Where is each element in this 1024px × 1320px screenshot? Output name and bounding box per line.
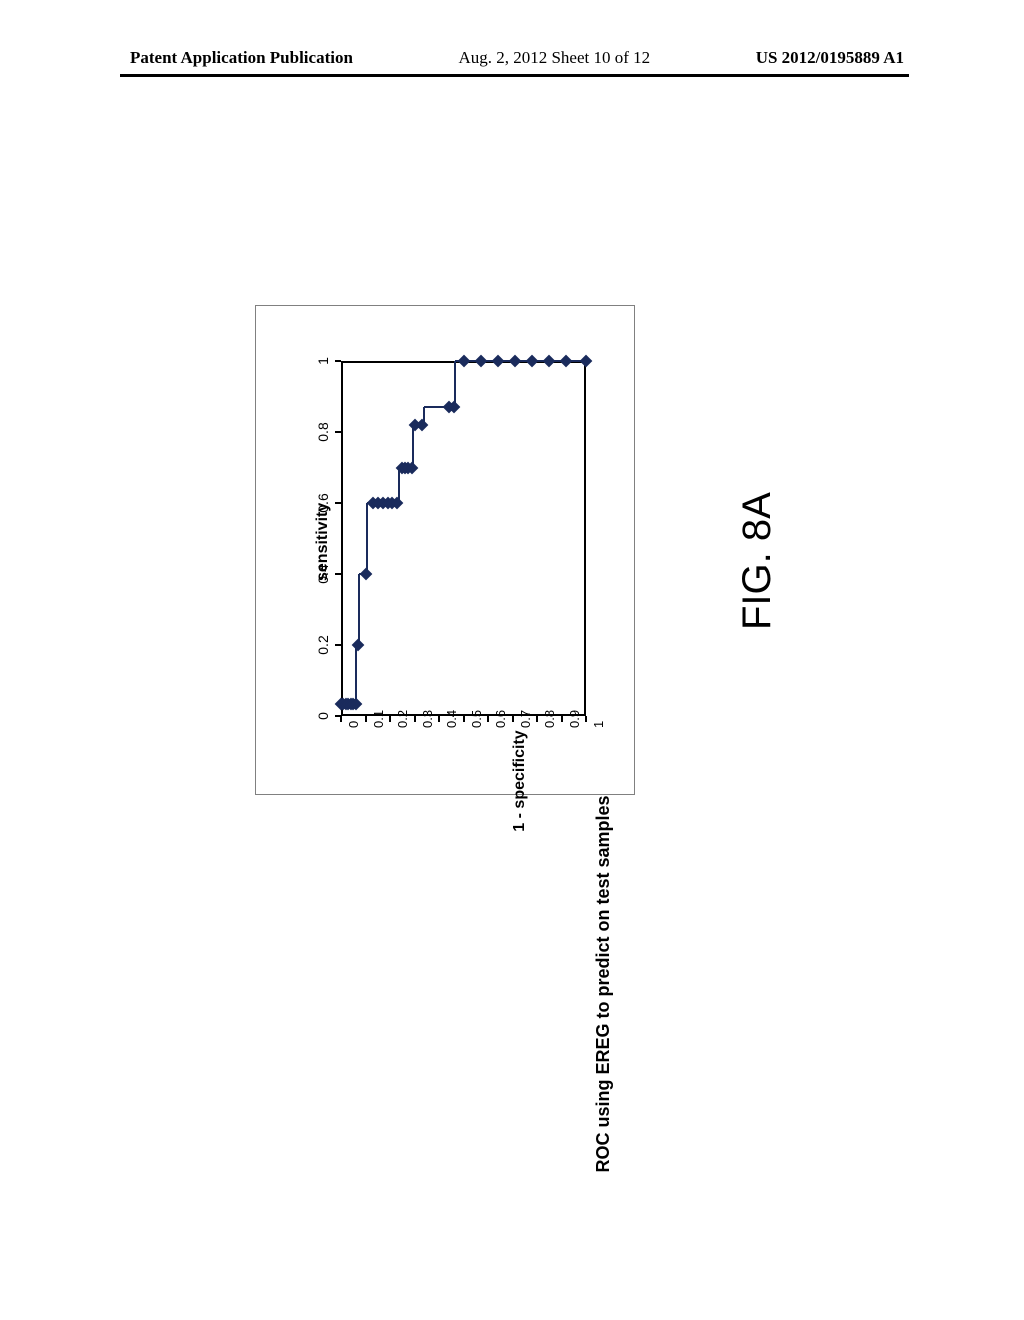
xtick-label: 1 <box>591 721 606 728</box>
xtick <box>438 716 440 722</box>
header-center: Aug. 2, 2012 Sheet 10 of 12 <box>458 48 650 68</box>
xtick-label: 0.1 <box>371 710 386 728</box>
xtick <box>561 716 563 722</box>
xtick-label: 0.4 <box>444 710 459 728</box>
header-divider <box>120 74 909 77</box>
ytick-label: 0 <box>315 712 331 720</box>
header-left: Patent Application Publication <box>130 48 353 68</box>
page-header: Patent Application Publication Aug. 2, 2… <box>0 48 1024 68</box>
xtick-label: 0.9 <box>567 710 582 728</box>
xtick-label: 0 <box>346 721 361 728</box>
roc-line-segment <box>366 503 368 574</box>
ytick-label: 0.6 <box>315 493 331 512</box>
ytick <box>335 573 341 575</box>
xtick-label: 0.7 <box>518 710 533 728</box>
ytick-label: 0.4 <box>315 564 331 583</box>
chart-title: ROC using EREG to predict on test sample… <box>593 794 614 1174</box>
xtick-label: 0.6 <box>493 710 508 728</box>
xtick <box>340 716 342 722</box>
xtick-label: 0.5 <box>469 710 484 728</box>
ytick <box>335 502 341 504</box>
xtick <box>487 716 489 722</box>
xtick-label: 0.2 <box>395 710 410 728</box>
xtick <box>536 716 538 722</box>
xtick <box>365 716 367 722</box>
ytick-label: 1 <box>315 357 331 365</box>
xtick <box>414 716 416 722</box>
ytick <box>335 644 341 646</box>
plot-area <box>341 361 586 716</box>
figure-frame: ROC using EREG to predict on test sample… <box>255 305 635 795</box>
ytick <box>335 431 341 433</box>
xtick <box>585 716 587 722</box>
xtick <box>389 716 391 722</box>
plot-box: 1 - specificity 00.20.40.60.8100.10.20.3… <box>341 361 586 716</box>
ytick <box>335 360 341 362</box>
header-right: US 2012/0195889 A1 <box>756 48 904 68</box>
ytick-label: 0.8 <box>315 422 331 441</box>
xtick <box>512 716 514 722</box>
xtick <box>463 716 465 722</box>
xtick-label: 0.8 <box>542 710 557 728</box>
xtick-label: 0.3 <box>420 710 435 728</box>
ytick-label: 0.2 <box>315 635 331 654</box>
figure-label: FIG. 8A <box>735 492 780 630</box>
roc-line-segment <box>355 645 357 704</box>
xaxis-title: 1 - specificity <box>511 730 529 831</box>
